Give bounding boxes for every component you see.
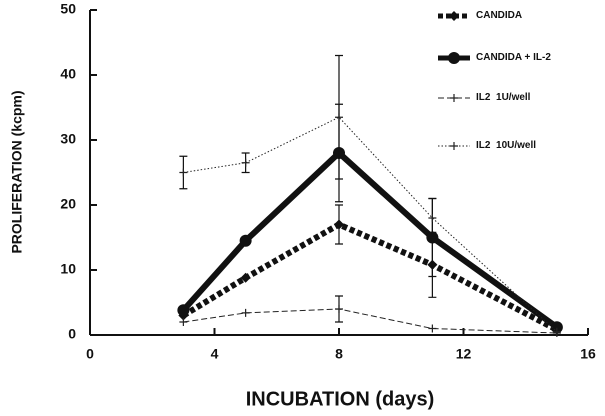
marker <box>241 308 250 317</box>
y-tick-label: 40 <box>60 66 76 82</box>
marker <box>428 324 437 333</box>
series-line <box>183 116 558 333</box>
y-tick-label: 30 <box>60 131 76 147</box>
y-axis-label: PROLIFERATION (kcpm) <box>9 90 25 253</box>
marker <box>449 11 459 21</box>
marker <box>239 234 252 247</box>
marker <box>428 214 437 222</box>
y-tick-label: 20 <box>60 196 76 212</box>
marker <box>450 142 458 150</box>
marker <box>334 219 344 230</box>
x-tick-label: 8 <box>335 346 343 362</box>
marker <box>448 52 460 64</box>
series-line <box>181 148 559 330</box>
marker <box>179 168 188 177</box>
x-tick-label: 0 <box>86 346 94 362</box>
marker <box>241 158 250 167</box>
y-tick-label: 0 <box>68 326 76 342</box>
marker <box>550 321 563 334</box>
x-tick-label: 4 <box>211 346 219 362</box>
y-tick-label: 10 <box>60 261 76 277</box>
marker <box>240 272 251 283</box>
marker <box>335 113 343 122</box>
x-tick-label: 16 <box>580 346 596 362</box>
marker <box>552 327 561 336</box>
legend-label: CANDIDA <box>476 10 523 21</box>
series-line <box>183 308 557 334</box>
marker <box>450 94 458 102</box>
y-tick-label: 50 <box>60 1 76 17</box>
marker <box>335 305 343 313</box>
legend-label: CANDIDA + IL-2 <box>476 52 551 63</box>
marker <box>179 318 188 326</box>
x-axis-label: INCUBATION (days) <box>246 388 435 410</box>
legend-label: IL2 10U/well <box>476 140 537 151</box>
marker <box>177 304 190 317</box>
legend-label: IL2 1U/well <box>476 92 531 103</box>
x-tick-label: 12 <box>456 346 472 362</box>
